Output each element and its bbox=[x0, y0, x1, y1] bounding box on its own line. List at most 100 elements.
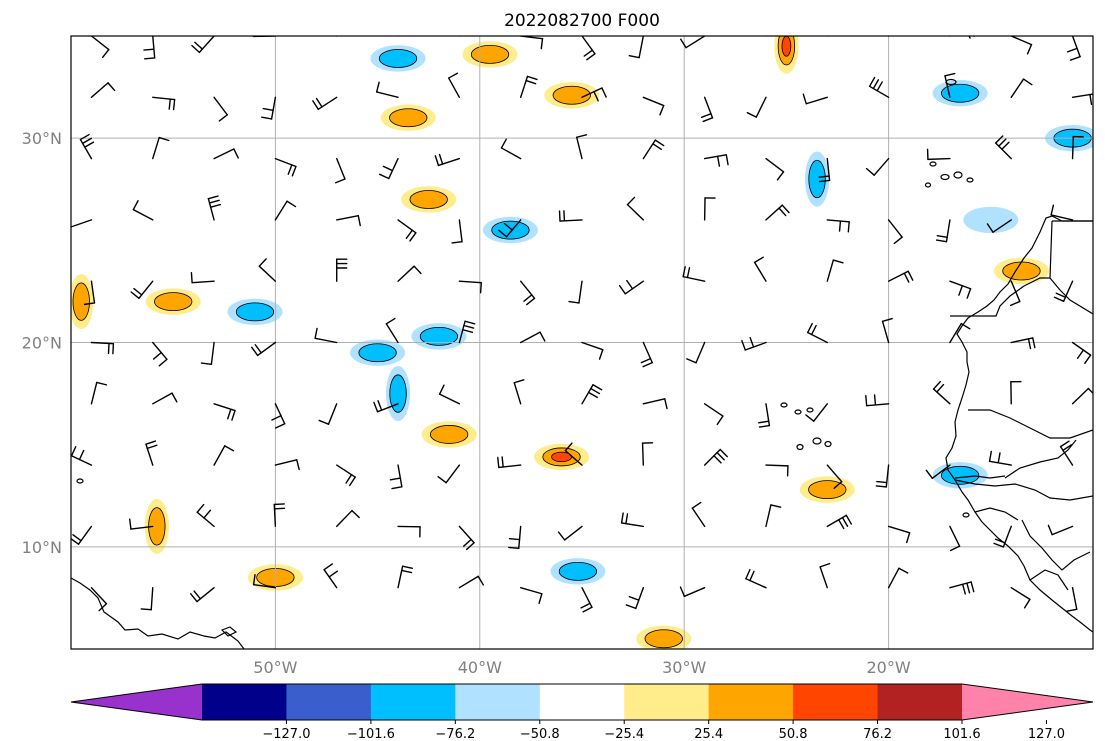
wind-barb bbox=[887, 525, 911, 544]
map-plot-area bbox=[70, 35, 1094, 650]
anomaly-contour bbox=[419, 326, 459, 346]
colorbar-tick-label: −50.8 bbox=[520, 727, 560, 741]
south-america-island bbox=[220, 626, 238, 637]
africa-border-5 bbox=[954, 479, 1093, 501]
wind-barb bbox=[949, 525, 961, 552]
wind-barb bbox=[703, 448, 728, 466]
longitude-labels: 50°W 40°W 30°W 20°W bbox=[253, 658, 911, 677]
anomaly-contour bbox=[781, 36, 792, 57]
wind-barb bbox=[581, 384, 603, 405]
wind-barb bbox=[626, 196, 645, 221]
wind-barb bbox=[620, 512, 645, 528]
wind-barb bbox=[868, 76, 890, 99]
wind-barb bbox=[207, 195, 222, 221]
anomaly-feature bbox=[534, 443, 590, 471]
longitude-label: 40°W bbox=[458, 658, 502, 677]
wind-barb bbox=[385, 317, 399, 344]
gambia-border bbox=[954, 475, 1006, 479]
wind-barb bbox=[1050, 204, 1074, 221]
anomaly-feature bbox=[385, 366, 411, 422]
cape-verde-2 bbox=[794, 409, 802, 415]
anomaly-feature bbox=[462, 41, 518, 68]
wind-barb bbox=[129, 518, 154, 530]
colorbar-tick-label: −127.0 bbox=[262, 727, 310, 741]
wind-barb bbox=[1071, 341, 1092, 365]
anomaly-feature bbox=[350, 339, 406, 366]
wind-barb bbox=[83, 280, 96, 306]
colorbar-segment bbox=[793, 684, 879, 720]
wind-barb bbox=[271, 403, 286, 429]
wind-barb bbox=[152, 392, 178, 405]
anomaly-contour bbox=[940, 465, 980, 485]
anomaly-contour bbox=[358, 343, 397, 363]
wind-barb bbox=[1009, 280, 1021, 307]
wind-barb bbox=[497, 456, 522, 469]
wind-barb bbox=[90, 36, 110, 59]
wind-barb bbox=[152, 96, 176, 111]
canary-island-2 bbox=[940, 173, 950, 181]
anomaly-contour bbox=[552, 85, 591, 105]
wind-barbs bbox=[71, 36, 1093, 613]
wind-barb bbox=[375, 81, 399, 99]
wind-barb bbox=[274, 200, 297, 221]
wind-barb bbox=[336, 464, 356, 487]
wind-barb bbox=[581, 87, 607, 102]
wind-barb bbox=[745, 568, 767, 589]
wind-barb bbox=[875, 464, 890, 488]
anomaly-contour bbox=[558, 561, 598, 581]
wind-barb bbox=[932, 380, 951, 405]
anomaly-contour bbox=[963, 206, 1019, 234]
wind-barb bbox=[818, 157, 831, 183]
liberia-border bbox=[1029, 569, 1069, 591]
anomaly-feature bbox=[144, 498, 169, 554]
colorbar-segment bbox=[708, 684, 794, 720]
wind-barb bbox=[336, 258, 348, 282]
wind-barb bbox=[143, 36, 156, 60]
wind-barb bbox=[703, 154, 729, 167]
colorbar-tick-label: 25.4 bbox=[694, 727, 723, 741]
guinea-border bbox=[974, 507, 1019, 521]
wind-barb bbox=[397, 36, 399, 37]
anomaly-feature bbox=[993, 257, 1049, 285]
wind-barb bbox=[323, 563, 339, 589]
africa-coastline bbox=[945, 215, 1093, 633]
wind-barb bbox=[741, 336, 767, 351]
colorbar-tick-label: −101.6 bbox=[347, 727, 395, 741]
wind-barb bbox=[926, 148, 951, 161]
wind-barb bbox=[703, 403, 724, 426]
wind-barb bbox=[641, 442, 654, 466]
wind-barb bbox=[826, 36, 828, 37]
wind-barb bbox=[190, 272, 215, 284]
wind-barb bbox=[458, 280, 483, 294]
wind-barb bbox=[196, 503, 215, 528]
colorbar-segment bbox=[877, 684, 963, 720]
latitude-labels: 30°N 20°N 10°N bbox=[22, 129, 62, 557]
wind-barb bbox=[949, 280, 972, 299]
wind-barb bbox=[213, 148, 239, 160]
wind-barb bbox=[628, 36, 645, 59]
latitude-label: 30°N bbox=[22, 129, 62, 148]
anomaly-feature bbox=[774, 36, 799, 74]
anomaly-feature bbox=[380, 104, 436, 131]
latitude-label: 10°N bbox=[22, 538, 62, 557]
wind-barb bbox=[90, 82, 116, 99]
colorbar-extend-high bbox=[962, 684, 1093, 720]
wind-barb bbox=[691, 501, 706, 528]
wind-barb bbox=[1010, 78, 1033, 99]
wind-barb bbox=[438, 384, 461, 405]
wind-barb bbox=[334, 157, 346, 184]
wind-barb bbox=[575, 134, 588, 160]
anomaly-feature bbox=[636, 625, 692, 649]
wind-barb bbox=[618, 279, 645, 295]
cape-verde-1 bbox=[780, 402, 788, 408]
anomaly-contour bbox=[808, 159, 826, 199]
wind-barb bbox=[373, 400, 399, 413]
wind-barb bbox=[765, 504, 782, 528]
anomaly-feature bbox=[544, 82, 600, 109]
wind-barb bbox=[642, 96, 665, 116]
wind-barb bbox=[581, 341, 604, 360]
wind-barb bbox=[1047, 524, 1074, 536]
wind-barb bbox=[881, 317, 893, 344]
wind-barb bbox=[686, 341, 706, 364]
